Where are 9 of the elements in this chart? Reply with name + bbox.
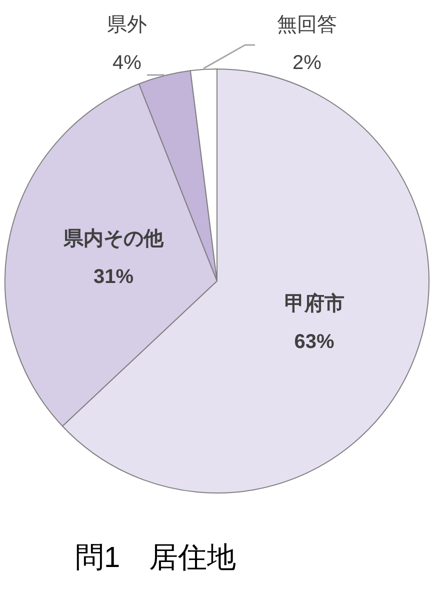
slice-label: 県内その他: [62, 228, 165, 250]
data-label: 4%: [112, 52, 142, 74]
slice-label: 無回答: [277, 14, 337, 36]
data-label: 31%: [94, 266, 134, 288]
data-label: 2%: [292, 52, 322, 74]
data-label: 63%: [294, 331, 335, 354]
text: 問1 居住地: [75, 542, 236, 574]
slice-label: 甲府市: [284, 292, 344, 316]
slice-label: 県外: [107, 14, 147, 36]
